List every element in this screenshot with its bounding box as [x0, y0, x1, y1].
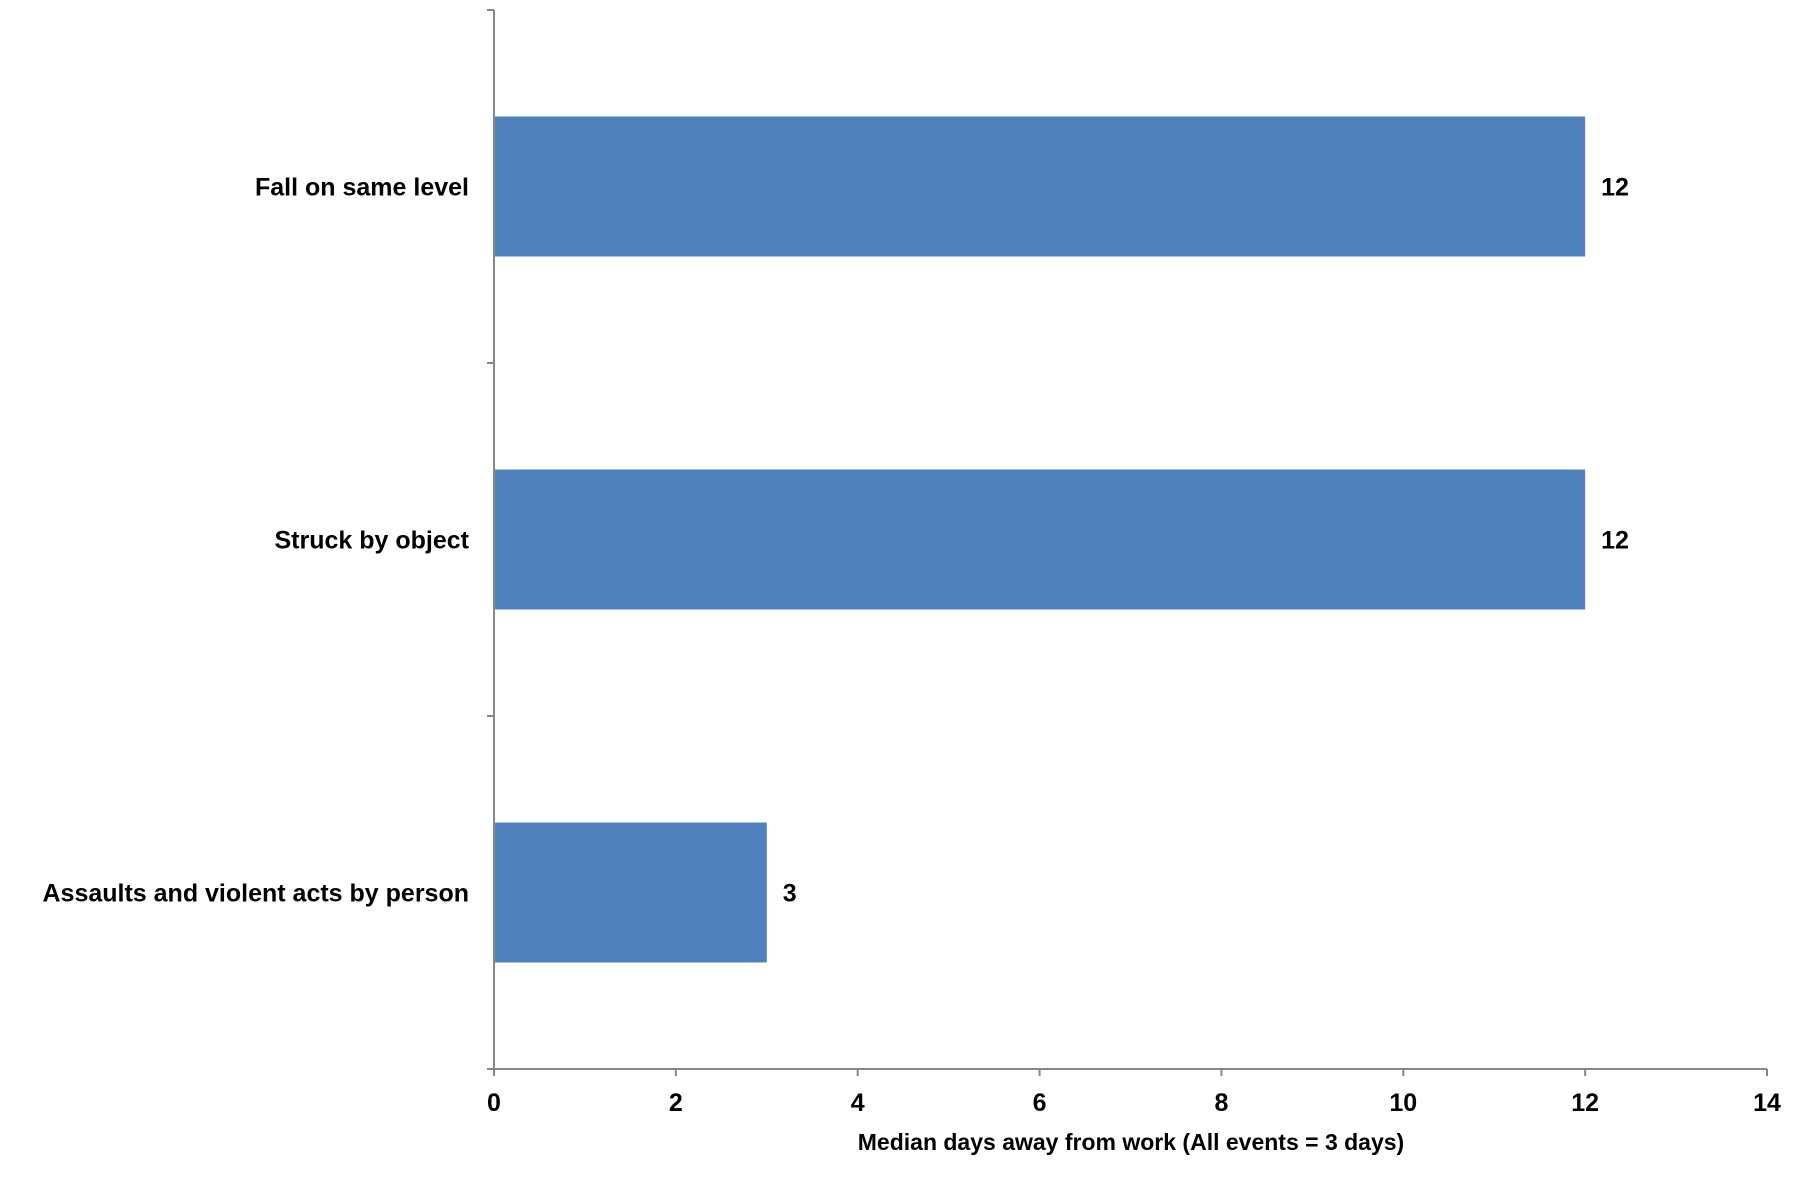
- bars: [494, 116, 1586, 963]
- x-axis-ticks: 0 2 4 6 8 10 12 14: [487, 9, 1781, 1117]
- x-tick-label: 2: [669, 1089, 683, 1117]
- category-labels: Fall on same level Struck by object Assaul…: [42, 174, 469, 908]
- category-label: Fall on same level: [255, 174, 469, 202]
- data-label: 12: [1601, 527, 1629, 555]
- x-tick-label: 4: [851, 1089, 865, 1117]
- axes: [487, 10, 1767, 1070]
- category-label: Assaults and violent acts by person: [42, 880, 469, 908]
- bar: [494, 469, 1586, 610]
- x-tick-label: 10: [1389, 1089, 1417, 1117]
- data-label: 3: [783, 880, 797, 908]
- x-tick-label: 0: [487, 1089, 501, 1117]
- bar: [494, 822, 767, 963]
- category-label: Struck by object: [275, 527, 470, 555]
- x-tick-label: 6: [1033, 1089, 1047, 1117]
- data-label: 12: [1601, 174, 1629, 202]
- x-axis-title: Median days away from work (All events =…: [858, 1129, 1404, 1155]
- x-tick-label: 12: [1571, 1089, 1599, 1117]
- x-tick-label: 8: [1214, 1089, 1228, 1117]
- x-tick-label: 14: [1753, 1089, 1781, 1117]
- bar: [494, 116, 1586, 257]
- data-labels: 12 12 3: [783, 174, 1629, 908]
